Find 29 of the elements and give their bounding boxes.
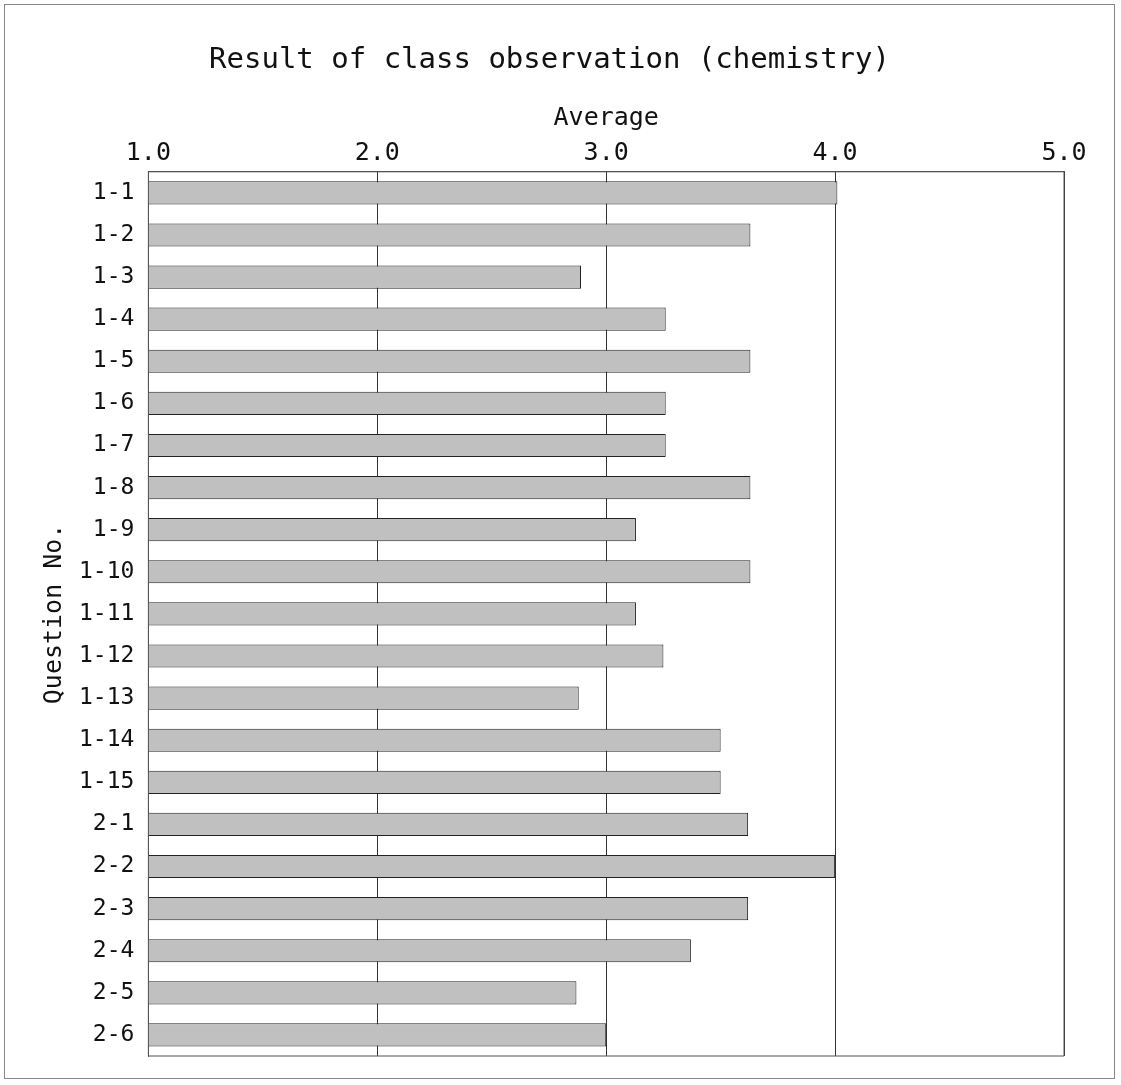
y-tick-label: 1-1 [92, 177, 135, 204]
x-tick-label: 2.0 [354, 137, 400, 167]
x-tick-label: 3.0 [583, 137, 629, 167]
x-tick-label: 4.0 [812, 137, 858, 167]
x-tick-label: 1.0 [125, 137, 171, 167]
y-tick-label: 1-10 [79, 556, 135, 583]
y-tick-label: 1-3 [92, 262, 135, 289]
y-tick-label: 1-13 [79, 683, 135, 710]
y-tick-label: 1-9 [92, 514, 135, 541]
y-tick-label: 1-12 [79, 640, 135, 667]
y-tick-label: 1-5 [92, 346, 135, 373]
x-tick-label: 5.0 [1041, 137, 1087, 167]
y-tick-label: 2-5 [92, 977, 135, 1004]
y-tick-label: 2-2 [92, 851, 135, 878]
chart-title: Result of class observation (chemistry) [209, 40, 890, 75]
y-tick-label: 1-4 [92, 304, 135, 331]
y-tick-label: 1-14 [79, 725, 135, 752]
y-tick-label: 2-1 [92, 809, 135, 836]
y-tick-label: 2-6 [92, 1019, 135, 1046]
y-tick-label: 1-15 [79, 767, 135, 794]
x-axis-title: Average [553, 102, 659, 132]
y-tick-label: 2-4 [92, 935, 135, 962]
y-tick-label: 1-11 [79, 598, 135, 625]
y-tick-label: 1-6 [92, 388, 135, 415]
y-tick-label: 1-2 [92, 219, 135, 246]
y-axis-title: Question No. [37, 523, 67, 705]
y-tick-label: 1-8 [92, 472, 135, 499]
y-tick-label: 2-3 [92, 893, 135, 920]
y-tick-label: 1-7 [92, 430, 135, 457]
